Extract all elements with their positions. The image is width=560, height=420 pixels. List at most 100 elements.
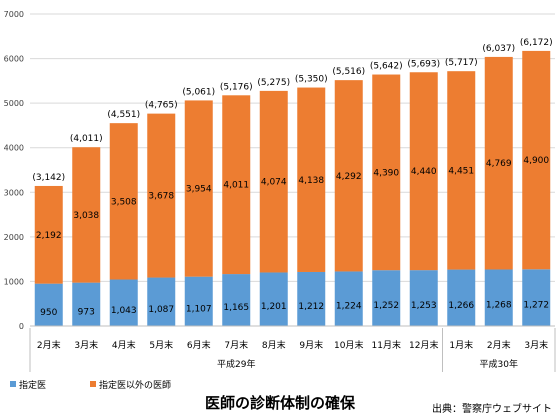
data-label-series-1: 973 bbox=[78, 307, 95, 317]
data-label-series-2: 4,138 bbox=[298, 176, 324, 186]
bar-series-1 bbox=[372, 270, 401, 326]
y-tick-label: 0 bbox=[19, 322, 24, 331]
data-label-series-1: 1,253 bbox=[411, 301, 437, 311]
bar-series-2 bbox=[522, 50, 551, 270]
bar-series-2 bbox=[184, 100, 213, 277]
bar-series-2 bbox=[447, 71, 476, 270]
bar-series-1 bbox=[72, 282, 101, 326]
bar-series-1 bbox=[259, 272, 288, 326]
bar-series-2 bbox=[334, 80, 363, 272]
bar-series-1 bbox=[109, 279, 138, 326]
x-tick-label: 5月末 bbox=[149, 339, 173, 351]
x-tick-label: 10月末 bbox=[334, 339, 363, 351]
bar-series-1 bbox=[34, 283, 63, 326]
x-tick-label: 8月末 bbox=[262, 339, 286, 351]
data-label-series-2: 3,508 bbox=[111, 197, 137, 207]
x-axis: 2月末 3月末 4月末 5月末 6月末 7月末 8月末 9月末 10月末 11月末 12月末 1月末 2… bbox=[29, 325, 556, 372]
x-tick-label: 6月末 bbox=[187, 339, 211, 351]
total-label: (5,516) bbox=[332, 67, 365, 77]
x-tick-label: 1月末 bbox=[449, 339, 473, 351]
x-tick-label: 12月末 bbox=[409, 339, 438, 351]
y-tick-label: 5000 bbox=[4, 99, 24, 108]
data-label-series-2: 3,678 bbox=[148, 192, 174, 202]
bar-series-1 bbox=[297, 271, 326, 326]
data-label-series-1: 1,272 bbox=[523, 301, 549, 311]
data-label-series-1: 1,043 bbox=[111, 306, 137, 316]
data-label-series-2: 4,900 bbox=[523, 156, 549, 166]
data-label-series-2: 4,390 bbox=[373, 168, 399, 178]
y-tick-label: 4000 bbox=[4, 144, 24, 153]
total-label: (5,061) bbox=[182, 87, 215, 97]
x-tick-label: 2月末 bbox=[487, 339, 511, 351]
data-label-series-2: 3,954 bbox=[186, 185, 212, 195]
data-label-series-1: 1,201 bbox=[261, 302, 287, 312]
bar-series-2 bbox=[484, 56, 513, 270]
y-tick-label: 3000 bbox=[4, 188, 24, 197]
data-label-series-2: 4,451 bbox=[448, 166, 474, 176]
x-tick-label: 11月末 bbox=[372, 339, 401, 351]
data-label-series-1: 1,224 bbox=[336, 302, 362, 312]
bar-series-1 bbox=[522, 269, 551, 326]
total-label: (4,551) bbox=[107, 110, 140, 120]
bar-series-1 bbox=[409, 270, 438, 326]
bar-series-2 bbox=[259, 90, 288, 273]
source-note: 出典：警察庁ウェブサイト bbox=[432, 402, 552, 415]
total-label: (5,717) bbox=[445, 58, 478, 68]
data-label-series-1: 1,165 bbox=[223, 303, 249, 313]
x-tick-label: 9月末 bbox=[299, 339, 323, 351]
data-label-series-1: 950 bbox=[40, 308, 57, 318]
bar-series-1 bbox=[447, 269, 476, 326]
bar-series-2 bbox=[72, 147, 101, 283]
data-label-series-2: 2,192 bbox=[36, 231, 62, 241]
data-label-series-1: 1,107 bbox=[186, 304, 212, 314]
total-label: (3,142) bbox=[32, 173, 65, 183]
bar-series-2 bbox=[409, 72, 438, 271]
data-label-series-1: 1,087 bbox=[148, 305, 174, 315]
bar-series-2 bbox=[34, 185, 63, 284]
bar-series-2 bbox=[147, 113, 176, 278]
bar-series-1 bbox=[484, 269, 513, 326]
data-label-series-2: 4,074 bbox=[261, 178, 287, 188]
legend: 指定医 指定医以外の医師 bbox=[10, 379, 171, 391]
legend-label: 指定医以外の医師 bbox=[99, 379, 171, 391]
bar-series-2 bbox=[222, 95, 251, 275]
y-axis: 0 1000 2000 3000 4000 5000 6000 7000 bbox=[4, 10, 24, 331]
bar-series-1 bbox=[147, 277, 176, 326]
bar-series-2 bbox=[297, 87, 326, 272]
data-label-series-2: 4,011 bbox=[223, 181, 249, 191]
x-tick-label: 7月末 bbox=[224, 339, 248, 351]
data-label-series-1: 1,252 bbox=[373, 301, 399, 311]
total-label: (5,693) bbox=[407, 59, 440, 69]
bars bbox=[34, 50, 551, 326]
legend-label: 指定医 bbox=[19, 379, 46, 391]
total-label: (5,275) bbox=[257, 78, 290, 88]
total-label: (6,037) bbox=[482, 44, 515, 54]
data-label-series-1: 1,212 bbox=[298, 302, 324, 312]
data-label-series-1: 1,268 bbox=[486, 301, 512, 311]
total-label: (4,765) bbox=[145, 101, 178, 111]
y-tick-label: 6000 bbox=[4, 55, 24, 64]
y-tick-label: 7000 bbox=[4, 10, 24, 19]
bar-series-1 bbox=[334, 271, 363, 326]
x-tick-label: 4月末 bbox=[112, 339, 136, 351]
bar-series-2 bbox=[372, 74, 401, 271]
y-tick-label: 1000 bbox=[4, 277, 24, 286]
total-label: (5,176) bbox=[220, 82, 253, 92]
data-label-series-1: 1,266 bbox=[448, 301, 474, 311]
total-label: (5,350) bbox=[295, 75, 328, 85]
data-label-series-2: 3,038 bbox=[73, 211, 99, 221]
bar-series-1 bbox=[222, 274, 251, 326]
bar-series-2 bbox=[109, 123, 138, 280]
legend-swatch bbox=[10, 381, 16, 387]
chart-title: 医師の診断体制の確保 bbox=[205, 394, 356, 412]
total-label: (6,172) bbox=[520, 38, 553, 48]
total-label: (5,642) bbox=[370, 62, 403, 72]
x-group-label: 平成30年 bbox=[480, 358, 518, 370]
data-label-series-2: 4,292 bbox=[336, 172, 362, 182]
legend-swatch bbox=[90, 381, 96, 387]
x-group-label: 平成29年 bbox=[217, 358, 255, 370]
y-tick-label: 2000 bbox=[4, 233, 24, 242]
data-label-series-2: 4,440 bbox=[411, 167, 437, 177]
x-tick-label: 2月末 bbox=[37, 339, 61, 351]
x-tick-label: 3月末 bbox=[74, 339, 98, 351]
